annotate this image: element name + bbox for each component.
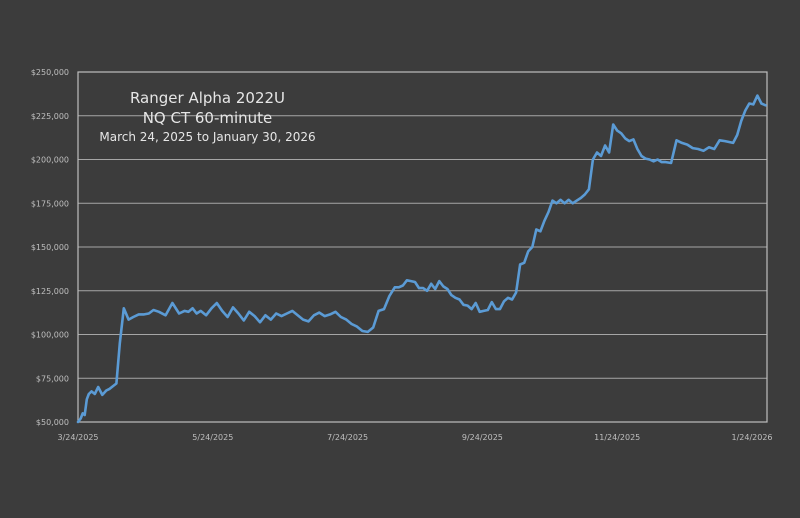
gridlines: [78, 115, 767, 379]
x-axis-labels: 3/24/2025 5/24/2025 7/24/2025 9/24/2025 11/2…: [57, 433, 772, 442]
chart-date-range: March 24, 2025 to January 30, 2026: [99, 130, 316, 144]
plot-area-border: [77, 71, 768, 423]
x-tick-label: 9/24/2025: [462, 433, 503, 442]
y-tick-label: $100,000: [31, 331, 69, 340]
x-tick-label: 5/24/2025: [192, 433, 233, 442]
equity-line: [76, 94, 767, 424]
y-tick-label: $75,000: [36, 374, 69, 383]
y-axis-labels: $50,000 $75,000 $100,000 $125,000 $150,000 $1…: [31, 68, 69, 427]
x-tick-label: 11/24/2025: [594, 433, 640, 442]
y-tick-label: $200,000: [31, 156, 69, 165]
x-tick-label: 1/24/2026: [731, 433, 772, 442]
y-tick-label: $175,000: [31, 199, 69, 208]
chart-title: Ranger Alpha 2022U: [129, 89, 286, 107]
y-tick-label: $150,000: [31, 243, 69, 252]
y-tick-label: $50,000: [36, 418, 69, 427]
x-tick-label: 3/24/2025: [57, 433, 98, 442]
y-tick-label: $225,000: [31, 112, 69, 121]
y-tick-label: $250,000: [31, 68, 69, 77]
x-tick-label: 7/24/2025: [327, 433, 368, 442]
chart-subtitle: NQ CT 60-minute: [142, 109, 273, 127]
chart-title-block: Ranger Alpha 2022U NQ CT 60-minute March…: [95, 88, 320, 146]
y-tick-label: $125,000: [31, 287, 69, 296]
